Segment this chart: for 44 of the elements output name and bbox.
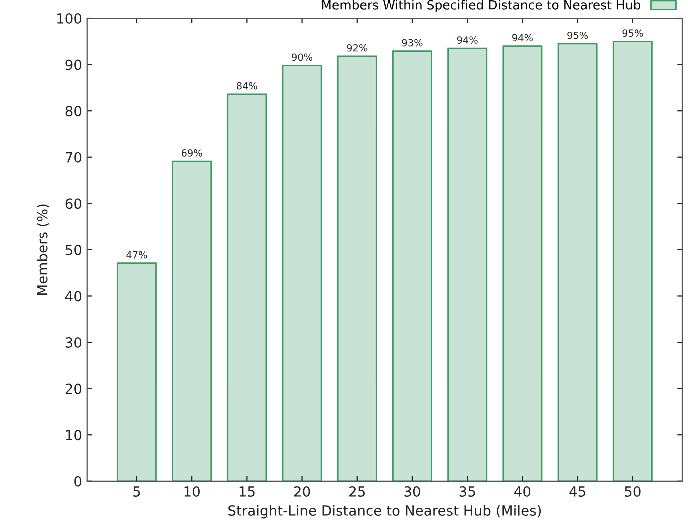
x-axis-title: Straight-Line Distance to Nearest Hub (Miles) <box>228 505 542 519</box>
x-tick-label: 40 <box>514 486 531 497</box>
data-label: 95% <box>568 32 588 40</box>
bar <box>282 65 322 482</box>
y-tick-label: 90 <box>66 60 82 70</box>
data-label: 95% <box>622 30 644 37</box>
data-label: 93% <box>402 39 423 47</box>
y-tick-label: 60 <box>66 198 82 210</box>
y-tick-label: 30 <box>66 337 82 348</box>
y-tick-label: 70 <box>66 152 82 163</box>
x-tick-label: 5 <box>134 486 140 497</box>
x-tick-label: 35 <box>460 486 476 497</box>
x-tick-label: 30 <box>404 486 420 497</box>
y-tick-label: 40 <box>66 291 82 302</box>
legend-label: Members Within Specified Distance to Nearest Hub <box>322 0 641 12</box>
x-tick-label: 45 <box>570 486 586 497</box>
x-tick-label: 20 <box>294 486 310 497</box>
data-label: 94% <box>457 36 478 44</box>
y-tick-label: 100 <box>58 13 82 24</box>
data-label: 94% <box>512 34 533 42</box>
y-axis-title: Members (%) <box>37 204 50 295</box>
bar <box>172 160 212 482</box>
y-tick-label: 50 <box>66 244 82 256</box>
bar <box>227 94 268 482</box>
x-tick-label: 10 <box>184 486 200 497</box>
x-tick-label: 25 <box>350 486 366 497</box>
bar <box>448 48 488 482</box>
bar <box>502 46 543 482</box>
data-label: 92% <box>347 44 368 52</box>
y-tick-label: 10 <box>66 430 82 441</box>
data-label: 69% <box>182 150 202 157</box>
data-label: 47% <box>126 251 148 259</box>
data-label: 90% <box>292 54 313 62</box>
data-label: 84% <box>237 82 258 90</box>
y-tick-label: 80 <box>66 106 82 117</box>
y-tick-label: 20 <box>66 384 82 394</box>
bar <box>558 43 598 482</box>
y-tick-label: 0 <box>74 476 82 487</box>
bar <box>116 262 157 482</box>
bar <box>392 50 432 482</box>
bar <box>612 40 653 482</box>
x-tick-label: 50 <box>625 486 641 497</box>
bar <box>337 56 378 482</box>
x-tick-label: 15 <box>240 486 255 497</box>
